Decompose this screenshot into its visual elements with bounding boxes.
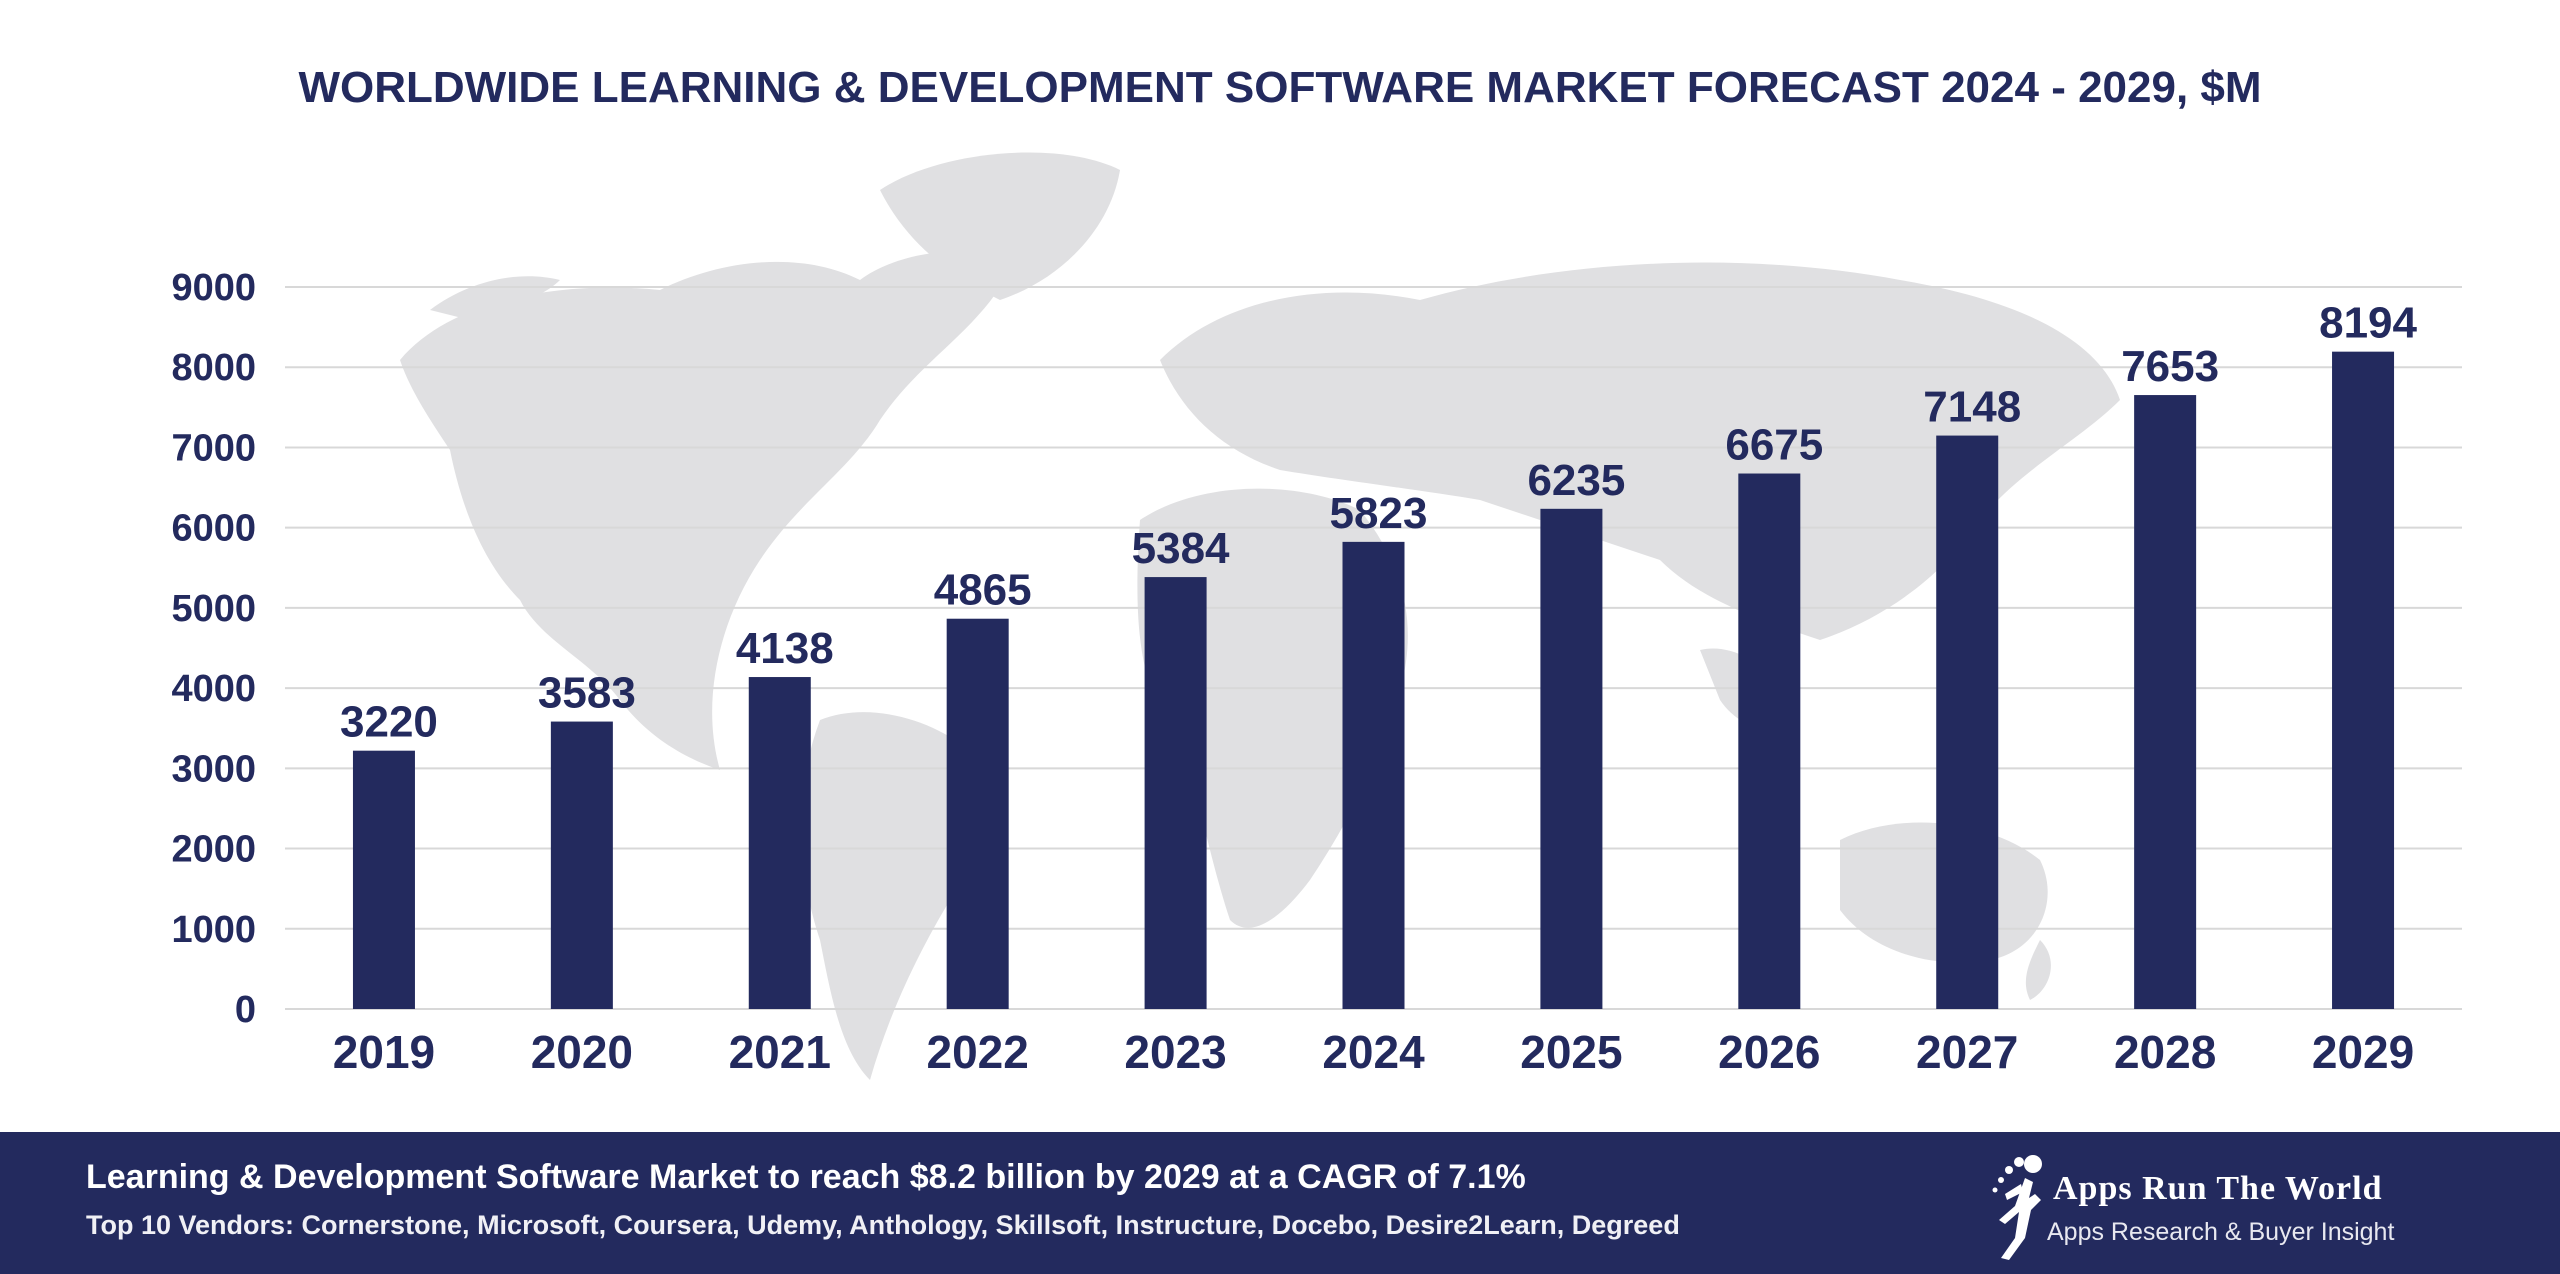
x-tick-label: 2020 [531, 1026, 633, 1078]
y-tick-label: 2000 [171, 829, 256, 871]
data-label: 6675 [1725, 421, 1823, 470]
bar [1540, 508, 1603, 1009]
bar [2134, 395, 2197, 1009]
bar [352, 750, 415, 1009]
data-label: 7148 [1923, 383, 2021, 432]
bar [1738, 473, 1801, 1009]
y-tick-label: 1000 [171, 909, 256, 951]
y-tick-label: 0 [235, 989, 256, 1031]
y-tick-label: 7000 [171, 427, 256, 469]
data-label: 3583 [538, 669, 636, 718]
bar [1144, 577, 1207, 1009]
bar [2332, 351, 2395, 1009]
logo-name: Apps Run The World [2053, 1170, 2383, 1207]
data-label: 8194 [2319, 299, 2417, 348]
y-tick-label: 4000 [171, 668, 256, 710]
data-label: 6235 [1527, 456, 1625, 505]
runner-icon [1992, 1155, 2042, 1260]
y-tick-label: 5000 [171, 588, 256, 630]
y-tick-label: 3000 [171, 748, 256, 790]
chart-title: WORLDWIDE LEARNING & DEVELOPMENT SOFTWAR… [298, 63, 2261, 112]
data-label: 4138 [736, 624, 834, 673]
x-tick-label: 2024 [1322, 1026, 1425, 1078]
x-tick-label: 2027 [1916, 1026, 2018, 1078]
brand-logo: Apps Run The World Apps Research & Buyer… [1975, 1148, 2495, 1260]
world-map-background [400, 152, 2120, 1080]
y-tick-label: 9000 [171, 267, 256, 309]
x-tick-label: 2019 [333, 1026, 435, 1078]
y-tick-label: 6000 [171, 508, 256, 550]
bar [1936, 435, 1999, 1010]
x-tick-label: 2028 [2114, 1026, 2216, 1078]
bar [748, 677, 811, 1009]
x-tick-label: 2023 [1124, 1026, 1226, 1078]
data-label: 5384 [1132, 524, 1230, 573]
bar [946, 618, 1009, 1009]
x-tick-label: 2026 [1718, 1026, 1820, 1078]
data-label: 5823 [1330, 489, 1428, 538]
footer-banner: Learning & Development Software Market t… [0, 1132, 2560, 1274]
footer-headline: Learning & Development Software Market t… [86, 1158, 1526, 1196]
x-tick-label: 2022 [927, 1026, 1029, 1078]
data-label: 3220 [340, 698, 438, 747]
x-tick-label: 2029 [2312, 1026, 2414, 1078]
bar [1342, 541, 1405, 1009]
data-label: 7653 [2121, 342, 2219, 391]
y-tick-label: 8000 [171, 347, 256, 389]
x-tick-label: 2021 [729, 1026, 831, 1078]
logo-tagline: Apps Research & Buyer Insight [2047, 1218, 2395, 1246]
x-tick-label: 2025 [1520, 1026, 1622, 1078]
bar-chart: WORLDWIDE LEARNING & DEVELOPMENT SOFTWAR… [171, 63, 2462, 1080]
data-label: 4865 [934, 566, 1032, 615]
bar [550, 721, 613, 1009]
footer-vendors: Top 10 Vendors: Cornerstone, Microsoft, … [86, 1210, 1680, 1240]
